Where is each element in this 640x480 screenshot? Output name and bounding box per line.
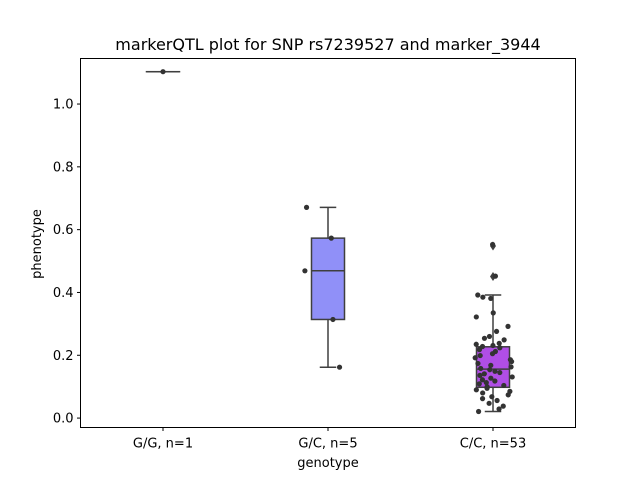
data-point [492,378,498,384]
data-point [478,365,484,372]
data-point [483,379,489,386]
data-point [336,364,343,370]
data-point [479,396,486,402]
data-point [475,408,482,415]
axis-ticks: 0.0 0.2 0.4 0.6 0.8 1.0 G/G, n=1 G/C, n=5 C/C, n… [53,98,526,452]
x-tick-label: G/G, n=1 [133,437,193,452]
data-point [490,342,496,349]
data-point [475,292,481,298]
box [310,237,346,321]
y-tick-label: 0.8 [53,160,74,175]
y-tick-label: 0.2 [53,349,74,364]
data-point [489,394,495,400]
y-axis-label: phenotype [30,209,45,279]
data-point [479,377,486,383]
data-point [496,406,502,412]
data-point [509,374,515,380]
data-point [472,355,478,361]
data-point [486,333,493,340]
data-point [303,204,310,210]
data-point [302,268,308,274]
y-tick-label: 0.0 [53,412,74,427]
data-points [160,69,515,415]
data-point [480,390,486,396]
data-point [477,352,483,359]
data-point [484,385,490,391]
data-point [497,345,503,351]
y-tick-label: 1.0 [53,98,74,113]
data-point [476,381,482,387]
data-point [501,382,507,389]
data-point [492,273,499,279]
data-point [505,323,511,329]
plot-frame [80,58,576,428]
data-point [486,400,492,406]
data-point [508,364,514,370]
x-tick-label: G/C, n=5 [298,437,357,452]
data-point [481,335,488,341]
data-point [481,371,487,377]
data-point [160,69,166,75]
y-tick-label: 0.6 [53,223,74,238]
y-tick-label: 0.4 [53,286,74,301]
data-point [330,316,336,323]
data-point [480,294,486,300]
data-point [497,369,503,376]
data-point [489,351,496,357]
data-point [328,235,334,241]
data-point [505,392,511,398]
x-tick-label: C/C, n=53 [460,437,526,452]
x-axis-label: genotype [297,456,358,471]
data-point [477,372,483,378]
data-point [509,358,515,365]
data-point [492,368,498,374]
data-point [473,314,479,320]
data-point [475,360,481,367]
chart-title: markerQTL plot for SNP rs7239527 and mar… [115,35,540,55]
box-plots [145,70,511,413]
data-point [473,341,479,347]
data-point [476,347,483,353]
data-point [487,367,493,373]
data-point [488,295,494,302]
data-point [473,387,479,393]
data-point [501,337,507,343]
data-point [493,328,500,335]
data-point [490,241,496,248]
data-point [490,310,496,316]
data-point [488,375,494,381]
data-point [496,340,502,346]
data-point [500,403,506,409]
data-point [494,397,500,404]
data-point [488,362,494,368]
